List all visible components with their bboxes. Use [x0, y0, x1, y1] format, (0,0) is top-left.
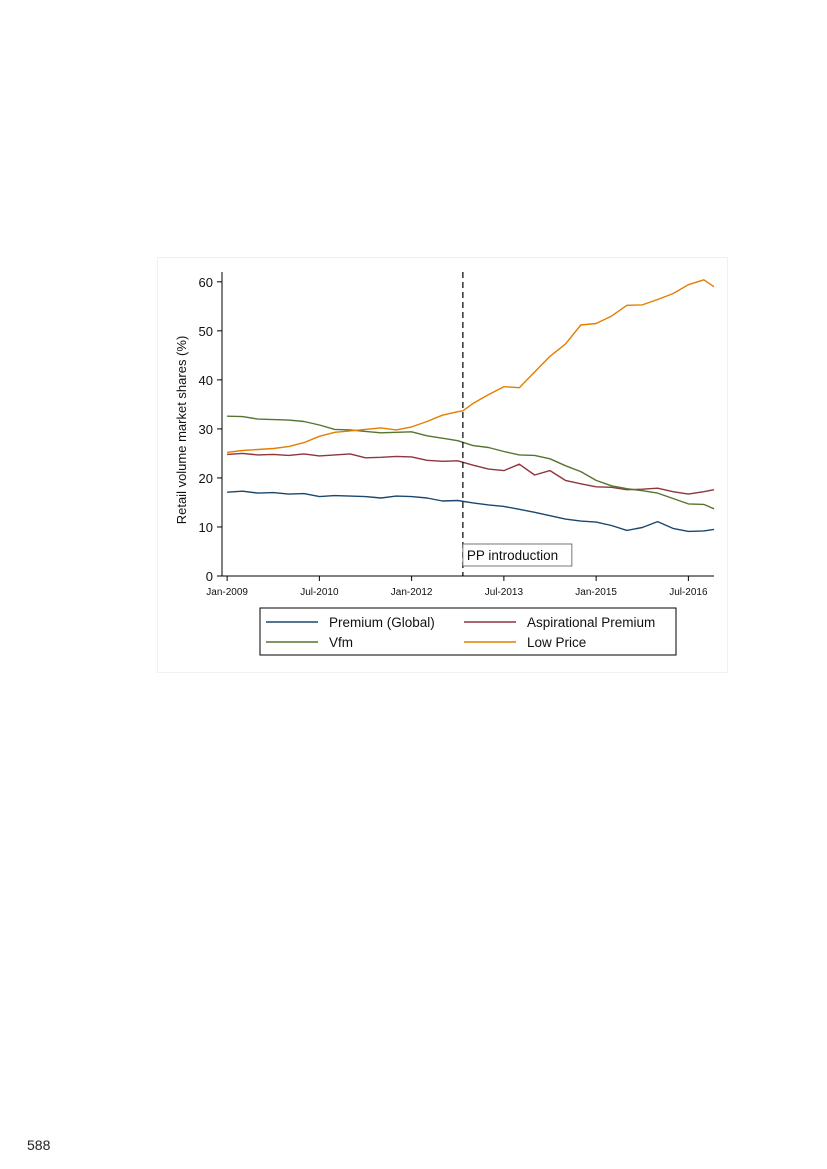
x-tick-label: Jan-2009: [206, 587, 248, 598]
page-number: 588: [27, 1137, 51, 1153]
x-tick-label: Jan-2012: [391, 587, 433, 598]
chart-figure: Retail volume market shares (%) 0 10 20 30 4…: [157, 257, 728, 673]
legend-label: Vfm: [329, 635, 353, 650]
x-tick-label: Jul-2013: [485, 587, 524, 598]
y-tick-label: 0: [206, 569, 213, 584]
y-tick-label: 20: [199, 471, 213, 486]
legend-label: Aspirational Premium: [527, 615, 655, 630]
y-tick-label: 60: [199, 275, 213, 290]
legend-label: Low Price: [527, 635, 586, 650]
y-tick-label: 50: [199, 324, 213, 339]
x-tick-label: Jul-2010: [300, 587, 339, 598]
x-tick-label: Jul-2016: [669, 587, 708, 598]
y-tick-label: 40: [199, 373, 213, 388]
annotation-label: PP introduction: [467, 548, 558, 563]
series-line-premium-global: [227, 490, 715, 533]
x-tick-label: Jan-2015: [575, 587, 617, 598]
legend-label: Premium (Global): [329, 615, 435, 630]
y-tick-label: 10: [199, 520, 213, 535]
annotation-box: [462, 543, 573, 567]
y-axis-title: Retail volume market shares (%): [174, 336, 189, 525]
legend-box: [259, 607, 677, 656]
series-line-vfm: [227, 415, 715, 510]
series-line-low-price: [227, 279, 715, 454]
y-tick-label: 30: [199, 422, 213, 437]
series-line-aspirational-premium: [227, 452, 715, 495]
line-chart: Retail volume market shares (%) 0 10 20 30 4…: [174, 272, 715, 656]
